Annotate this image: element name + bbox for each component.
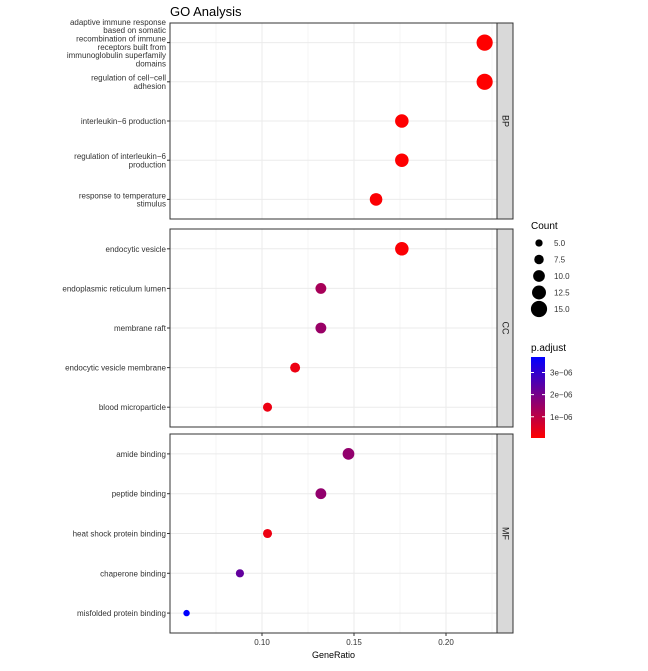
data-point <box>183 609 190 617</box>
p-adjust-legend: p.adjust 1e−06 2e−06 3e−06 <box>531 343 573 438</box>
facet-strip <box>496 22 514 220</box>
y-tick-label: endoplasmic reticulum lumen <box>62 284 166 293</box>
y-tick-label: regulation of interleukin−6 production <box>74 152 166 169</box>
y-tick-label: response to temperature stimulus <box>79 191 167 208</box>
y-tick-label-line: regulation of interleukin−6 <box>74 152 166 161</box>
colorbar-label: 1e−06 <box>550 413 573 422</box>
x-tick-label: 0.20 <box>438 638 454 647</box>
y-tick-label: misfolded protein binding <box>77 609 166 618</box>
y-tick-label-line: peptide binding <box>112 490 166 499</box>
y-tick-label: amide binding <box>116 450 166 459</box>
y-tick-label: peptide binding <box>112 490 166 499</box>
x-axis: 0.10 0.15 0.20 <box>254 633 454 647</box>
count-legend-title: Count <box>531 221 558 232</box>
y-tick-label-line: stimulus <box>137 200 166 209</box>
y-tick-label-line: amide binding <box>116 450 166 459</box>
y-tick-label: blood microparticle <box>99 403 167 412</box>
y-tick-label-line: endoplasmic reticulum lumen <box>62 284 166 293</box>
y-tick-label-line: adhesion <box>134 82 166 91</box>
y-tick-label-line: immunoglobulin superfamily <box>67 51 166 60</box>
data-point <box>369 193 383 206</box>
y-tick-label-line: interleukin−6 production <box>81 117 166 126</box>
facet-strip-label: BP <box>501 115 511 127</box>
y-tick-label-line: regulation of cell−cell <box>91 74 166 83</box>
y-tick-label: adaptive immune response based on somatic… <box>67 18 167 69</box>
x-tick-label: 0.10 <box>254 638 270 647</box>
y-tick-label: regulation of cell−cell adhesion <box>91 74 166 91</box>
count-legend-key <box>535 239 543 247</box>
data-point <box>395 153 409 167</box>
count-legend: Count 5.0 7.5 10.0 12.5 15.0 <box>530 221 570 318</box>
y-tick-label-line: adaptive immune response <box>70 18 167 27</box>
facet-strip <box>496 228 514 428</box>
count-legend-key <box>533 270 545 282</box>
facet-strip-label: MF <box>501 527 511 540</box>
y-tick-label-line: endocytic vesicle <box>106 245 167 254</box>
facet-panel-cc: endocytic vesicle endoplasmic reticulum l… <box>62 228 514 428</box>
count-legend-key <box>534 254 544 265</box>
y-tick-label-line: recombination of immune <box>76 34 166 43</box>
data-point <box>476 34 493 51</box>
count-legend-key <box>530 300 548 318</box>
data-point <box>395 114 409 128</box>
colorbar-label: 3e−06 <box>550 368 573 377</box>
chart-title: GO Analysis <box>170 4 242 19</box>
y-tick-label: membrane raft <box>114 324 167 333</box>
x-axis-title: GeneRatio <box>312 650 355 660</box>
y-tick-label: endocytic vesicle <box>106 245 167 254</box>
count-legend-label: 7.5 <box>554 256 566 265</box>
y-tick-label: chaperone binding <box>100 569 166 578</box>
data-point <box>315 282 327 294</box>
facet-panels: adaptive immune response based on somatic… <box>62 18 514 634</box>
y-tick-label-line: misfolded protein binding <box>77 609 166 618</box>
y-tick-label-line: production <box>129 160 166 169</box>
data-point <box>315 488 327 500</box>
x-tick-label: 0.15 <box>346 638 362 647</box>
count-legend-label: 12.5 <box>554 289 570 298</box>
count-legend-label: 5.0 <box>554 239 566 248</box>
y-tick-label-line: based on somatic <box>103 26 166 35</box>
y-tick-label: endocytic vesicle membrane <box>65 364 166 373</box>
facet-strip <box>496 433 514 634</box>
colorbar-label: 2e−06 <box>550 391 573 400</box>
data-point <box>290 362 301 373</box>
count-legend-label: 10.0 <box>554 272 570 281</box>
y-tick-label-line: blood microparticle <box>99 403 167 412</box>
data-point <box>395 242 409 256</box>
data-point <box>315 322 327 334</box>
count-legend-key <box>532 285 546 300</box>
y-tick-label: interleukin−6 production <box>81 117 166 126</box>
data-point <box>342 448 355 460</box>
y-tick-label-line: heat shock protein binding <box>73 530 166 539</box>
data-point <box>262 528 273 539</box>
data-point <box>235 569 245 578</box>
count-legend-label: 15.0 <box>554 305 570 314</box>
y-tick-label-line: response to temperature <box>79 191 167 200</box>
facet-panel-bp: adaptive immune response based on somatic… <box>67 18 514 220</box>
y-tick-label-line: endocytic vesicle membrane <box>65 364 166 373</box>
p-adjust-colorbar <box>531 357 545 438</box>
y-tick-label: heat shock protein binding <box>73 530 166 539</box>
y-tick-label-line: chaperone binding <box>100 569 166 578</box>
y-tick-label-line: receptors built from <box>98 43 167 52</box>
p-adjust-legend-title: p.adjust <box>531 343 566 354</box>
y-tick-label-line: membrane raft <box>114 324 167 333</box>
y-tick-label-line: domains <box>136 59 166 68</box>
data-point <box>476 73 493 90</box>
facet-panel-mf: amide binding peptide binding heat shock p… <box>73 433 514 634</box>
data-point <box>262 402 273 412</box>
facet-strip-label: CC <box>501 322 511 335</box>
